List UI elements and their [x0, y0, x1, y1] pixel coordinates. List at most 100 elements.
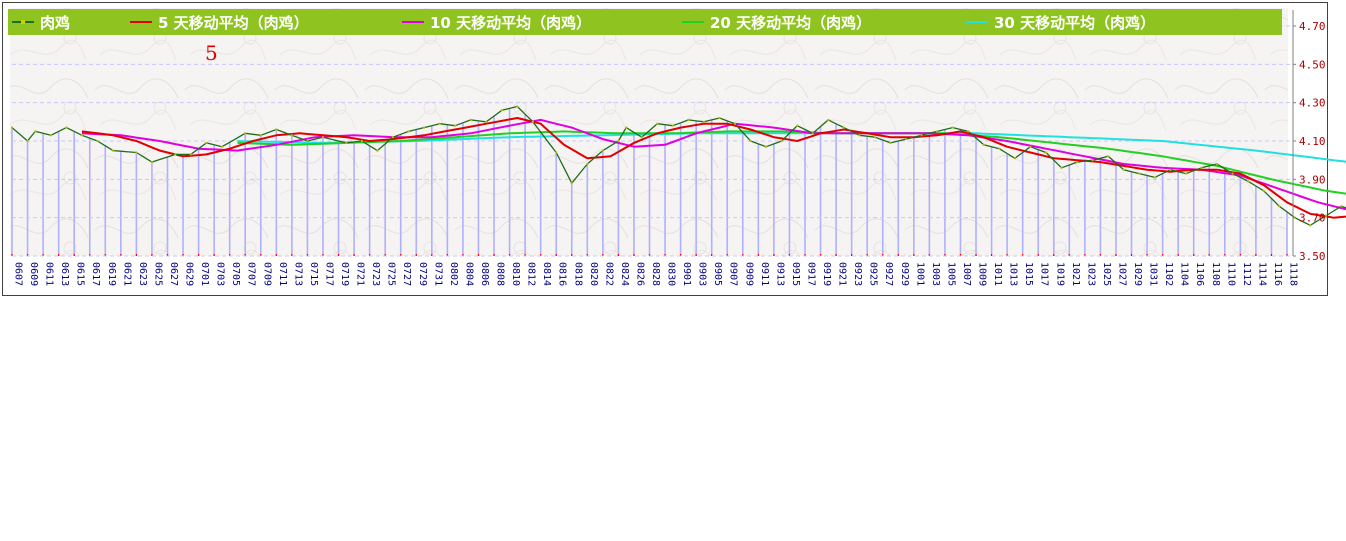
- x-tick-label: 1118: [1288, 262, 1299, 286]
- price-point: [438, 122, 441, 125]
- price-point: [49, 134, 52, 137]
- price-point: [1169, 168, 1172, 171]
- x-tick-label: 0711: [277, 262, 288, 286]
- x-tick-label: 0717: [324, 262, 335, 286]
- bar-base-marker: [260, 254, 262, 256]
- price-point: [1029, 145, 1032, 148]
- price-point: [1200, 166, 1203, 169]
- x-tick-label: 0802: [448, 262, 459, 286]
- y-axis: 4.70 4.50 4.30 4.10 3.90 3.70 3.50: [1292, 10, 1326, 263]
- bar-base-marker: [104, 254, 106, 256]
- x-tick-label: 0703: [215, 262, 226, 286]
- price-point: [135, 151, 138, 154]
- bar-base-marker: [944, 254, 946, 256]
- x-tick-label: 0826: [635, 262, 646, 286]
- price-point: [749, 140, 752, 142]
- x-tick-label: 1023: [1085, 262, 1096, 286]
- price-point: [1138, 172, 1141, 175]
- price-point: [11, 126, 13, 129]
- x-tick-label: 0804: [463, 262, 474, 286]
- bar-base-marker: [337, 254, 340, 256]
- price-point: [687, 118, 690, 121]
- price-point: [827, 118, 830, 121]
- bar-base-marker: [462, 254, 464, 256]
- bar-base-marker: [1239, 254, 1241, 256]
- bar-base-marker: [1084, 254, 1086, 256]
- x-tick-label: 0723: [370, 262, 381, 286]
- x-tick-label: 0713: [292, 262, 303, 286]
- bar-base-marker: [1006, 254, 1008, 256]
- x-tick-label: 0830: [666, 262, 677, 286]
- x-tick-label: 0615: [75, 262, 86, 286]
- x-tick-label: 0816: [557, 262, 568, 286]
- bar-base-marker: [120, 254, 122, 256]
- bar-base-marker: [1255, 254, 1257, 256]
- x-tick-label: 1104: [1179, 262, 1190, 286]
- bar-base-marker: [322, 254, 324, 256]
- bar-base-marker: [1099, 254, 1102, 256]
- price-point: [244, 132, 247, 135]
- bar-base-marker: [757, 254, 759, 256]
- price-point: [321, 136, 324, 139]
- bar-base-marker: [586, 254, 588, 256]
- legend-label: 20 天移动平均（肉鸡）: [710, 14, 871, 32]
- legend-label: 10 天移动平均（肉鸡）: [430, 14, 591, 32]
- price-point: [26, 140, 29, 142]
- price-point: [34, 130, 37, 133]
- x-tick-label: 1013: [1008, 262, 1019, 286]
- price-point: [1262, 189, 1265, 192]
- bar-base-marker: [151, 254, 153, 256]
- legend-label: 30 天移动平均（肉鸡）: [994, 14, 1155, 32]
- bar-base-marker: [742, 254, 744, 256]
- price-point: [967, 130, 970, 133]
- bar-base-marker: [679, 254, 682, 256]
- x-tick-label: 0925: [868, 262, 879, 286]
- bar-base-marker: [446, 254, 448, 256]
- price-point: [1013, 157, 1016, 160]
- legend-swatch-marker: [21, 20, 25, 24]
- x-tick-label: 0822: [603, 262, 614, 286]
- x-tick-label: 0814: [541, 262, 552, 286]
- bar-base-marker: [975, 254, 977, 256]
- bar-base-marker: [275, 254, 277, 256]
- x-tick-label: 0705: [230, 262, 241, 286]
- bar-base-marker: [664, 254, 666, 256]
- legend-item: 30 天移动平均（肉鸡）: [966, 14, 1155, 32]
- x-tick-label: 0921: [837, 262, 848, 286]
- x-tick-label: 0907: [728, 262, 739, 286]
- price-point: [920, 134, 923, 137]
- chart-frame: 肉鸡 5 天移动平均（肉鸡） 10 天移动平均（肉鸡） 20 天移动平均（肉鸡） 30 …: [2, 2, 1346, 296]
- price-point: [220, 145, 223, 148]
- price-point: [205, 141, 208, 144]
- x-tick-label: 1005: [945, 262, 956, 286]
- bar-base-marker: [135, 254, 137, 256]
- x-tick-label: 0927: [883, 262, 894, 286]
- price-point: [1324, 214, 1327, 217]
- bar-base-marker: [928, 254, 930, 256]
- x-tick-label: 1106: [1194, 262, 1205, 286]
- bar-base-marker: [819, 254, 822, 256]
- x-tick-label: 1021: [1070, 262, 1081, 286]
- bar-base-marker: [540, 254, 542, 256]
- price-point: [1076, 161, 1079, 164]
- y-tick-label: 3.90: [1299, 173, 1326, 186]
- price-point: [858, 134, 861, 137]
- y-tick-label: 4.10: [1299, 135, 1326, 148]
- x-tick-label: 0919: [821, 262, 832, 286]
- bar-base-marker: [1130, 254, 1133, 256]
- price-point: [454, 124, 457, 127]
- bar-base-marker: [866, 254, 868, 256]
- x-tick-label: 0725: [386, 262, 397, 286]
- bar-base-marker: [1037, 254, 1039, 256]
- x-tick-label: 1009: [977, 262, 988, 286]
- price-point: [391, 136, 394, 139]
- series-line-ma30: [237, 132, 1346, 163]
- price-point: [1060, 166, 1063, 169]
- series-lines: [11, 105, 1346, 227]
- bar-base-marker: [913, 254, 915, 256]
- bar-base-marker: [477, 254, 480, 256]
- price-point: [275, 128, 278, 131]
- x-tick-label: 1001: [914, 262, 925, 286]
- bar-base-marker: [882, 254, 884, 256]
- price-point: [1153, 176, 1156, 179]
